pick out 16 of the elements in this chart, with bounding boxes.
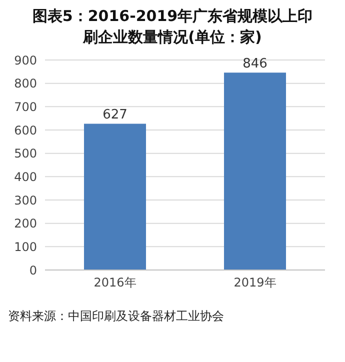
y-tick-label: 400 (14, 170, 37, 184)
y-tick-label: 900 (14, 53, 37, 68)
data-label: 846 (242, 56, 268, 72)
x-tick-label: 2019年 (234, 276, 276, 290)
y-tick-label: 500 (14, 146, 37, 161)
y-tick-label: 800 (14, 76, 37, 91)
text: 资料来源：中国印刷及设备器材工业协会 (7, 308, 225, 325)
y-tick-label: 300 (14, 193, 37, 208)
y-tick-label: 700 (14, 100, 37, 114)
y-tick-label: 100 (14, 240, 37, 254)
chart-title: 图表5：2016-2019年广东省规模以上印刷企业数量情况(单位：家) (31, 6, 314, 48)
y-tick-label: 600 (14, 123, 37, 138)
data-label: 627 (102, 108, 128, 123)
y-tick-label: 200 (14, 216, 37, 231)
x-tick-label: 2016年 (94, 276, 136, 290)
y-tick-label: 0 (29, 263, 37, 278)
